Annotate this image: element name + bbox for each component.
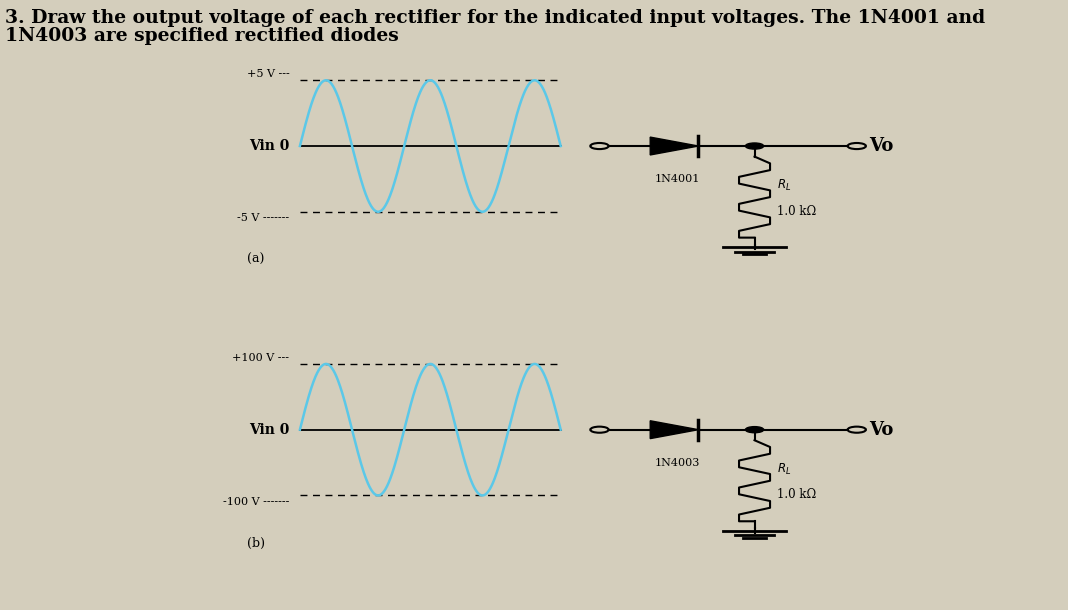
Text: $R_L$: $R_L$ bbox=[778, 462, 791, 476]
Text: $R_L$: $R_L$ bbox=[778, 178, 791, 193]
Text: 1N4003: 1N4003 bbox=[655, 458, 700, 468]
Polygon shape bbox=[650, 421, 698, 439]
Text: -5 V -------: -5 V ------- bbox=[237, 213, 289, 223]
Circle shape bbox=[745, 143, 764, 149]
Text: 1N4003 are specified rectified diodes: 1N4003 are specified rectified diodes bbox=[5, 27, 399, 46]
Text: 1N4001: 1N4001 bbox=[655, 174, 700, 184]
Text: 1.0 kΩ: 1.0 kΩ bbox=[778, 489, 816, 501]
Text: Vo: Vo bbox=[869, 137, 894, 155]
Text: -100 V -------: -100 V ------- bbox=[223, 497, 289, 507]
Text: Vin 0: Vin 0 bbox=[249, 139, 289, 153]
Text: 1.0 kΩ: 1.0 kΩ bbox=[778, 205, 816, 218]
Text: +100 V ---: +100 V --- bbox=[233, 353, 289, 363]
Text: (b): (b) bbox=[247, 536, 265, 550]
Text: 3. Draw the output voltage of each rectifier for the indicated input voltages. T: 3. Draw the output voltage of each recti… bbox=[5, 9, 986, 27]
Text: (a): (a) bbox=[247, 253, 265, 266]
Text: Vo: Vo bbox=[869, 421, 894, 439]
Text: Vin 0: Vin 0 bbox=[249, 423, 289, 437]
Polygon shape bbox=[650, 137, 698, 155]
Text: +5 V ---: +5 V --- bbox=[247, 69, 289, 79]
Circle shape bbox=[745, 426, 764, 432]
